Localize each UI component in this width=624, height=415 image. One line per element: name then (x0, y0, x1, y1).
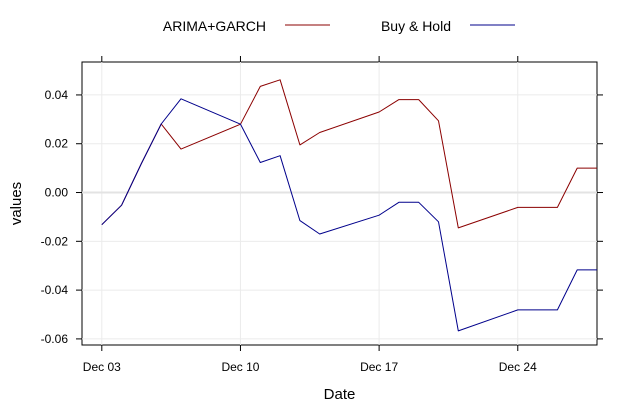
legend-label-buy-and-hold: Buy & Hold (381, 18, 451, 34)
legend: ARIMA+GARCH Buy & Hold (163, 18, 515, 34)
y-tick-label: -0.04 (41, 283, 69, 297)
plot-panel (81, 61, 598, 346)
y-tick-label: 0.02 (45, 137, 69, 151)
grid (82, 62, 597, 345)
x-axis: Dec 03 Dec 10 Dec 17 Dec 24 (83, 56, 537, 374)
y-axis: 0.04 0.02 0.00 -0.02 -0.04 -0.06 (41, 88, 603, 346)
x-tick-label: Dec 10 (221, 360, 259, 374)
x-axis-title: Date (324, 386, 356, 403)
y-tick-label: 0.04 (45, 88, 69, 102)
series-lines (101, 79, 597, 332)
x-tick-label: Dec 03 (83, 360, 121, 374)
series-line-arima-garch (101, 79, 597, 229)
y-tick-label: 0.00 (45, 186, 69, 200)
y-tick-label: -0.06 (41, 332, 69, 346)
y-tick-label: -0.02 (41, 234, 69, 248)
x-tick-label: Dec 17 (360, 360, 398, 374)
series-line-buy-and-hold (101, 98, 597, 332)
x-tick-label: Dec 24 (499, 360, 537, 374)
legend-label-arima-garch: ARIMA+GARCH (163, 18, 266, 34)
y-axis-title: values (8, 182, 25, 225)
